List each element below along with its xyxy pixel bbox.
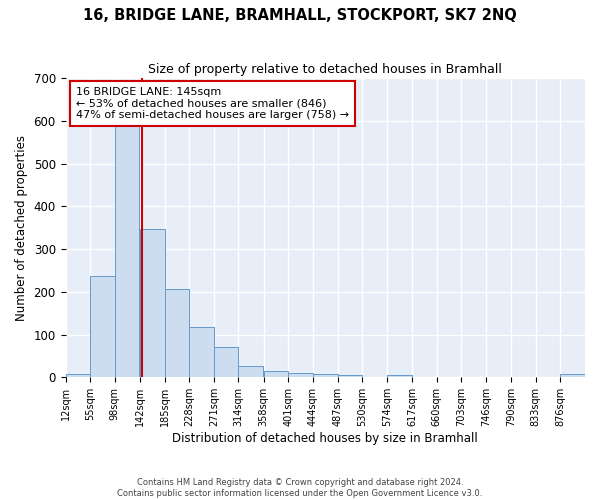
X-axis label: Distribution of detached houses by size in Bramhall: Distribution of detached houses by size … bbox=[172, 432, 478, 445]
Bar bbox=[214, 346, 238, 378]
Bar bbox=[115, 125, 139, 378]
Text: Contains HM Land Registry data © Crown copyright and database right 2024.
Contai: Contains HM Land Registry data © Crown c… bbox=[118, 478, 482, 498]
Bar bbox=[338, 375, 362, 378]
Bar bbox=[560, 374, 585, 378]
Bar bbox=[238, 366, 263, 378]
Text: 16 BRIDGE LANE: 145sqm
← 53% of detached houses are smaller (846)
47% of semi-de: 16 BRIDGE LANE: 145sqm ← 53% of detached… bbox=[76, 87, 349, 120]
Bar bbox=[140, 228, 164, 378]
Y-axis label: Number of detached properties: Number of detached properties bbox=[15, 134, 28, 320]
Bar bbox=[289, 373, 313, 378]
Bar bbox=[65, 374, 90, 378]
Bar bbox=[189, 327, 214, 378]
Bar bbox=[164, 290, 189, 378]
Bar bbox=[313, 374, 338, 378]
Title: Size of property relative to detached houses in Bramhall: Size of property relative to detached ho… bbox=[148, 62, 502, 76]
Text: 16, BRIDGE LANE, BRAMHALL, STOCKPORT, SK7 2NQ: 16, BRIDGE LANE, BRAMHALL, STOCKPORT, SK… bbox=[83, 8, 517, 22]
Bar bbox=[263, 372, 289, 378]
Bar bbox=[90, 276, 115, 378]
Bar bbox=[388, 375, 412, 378]
